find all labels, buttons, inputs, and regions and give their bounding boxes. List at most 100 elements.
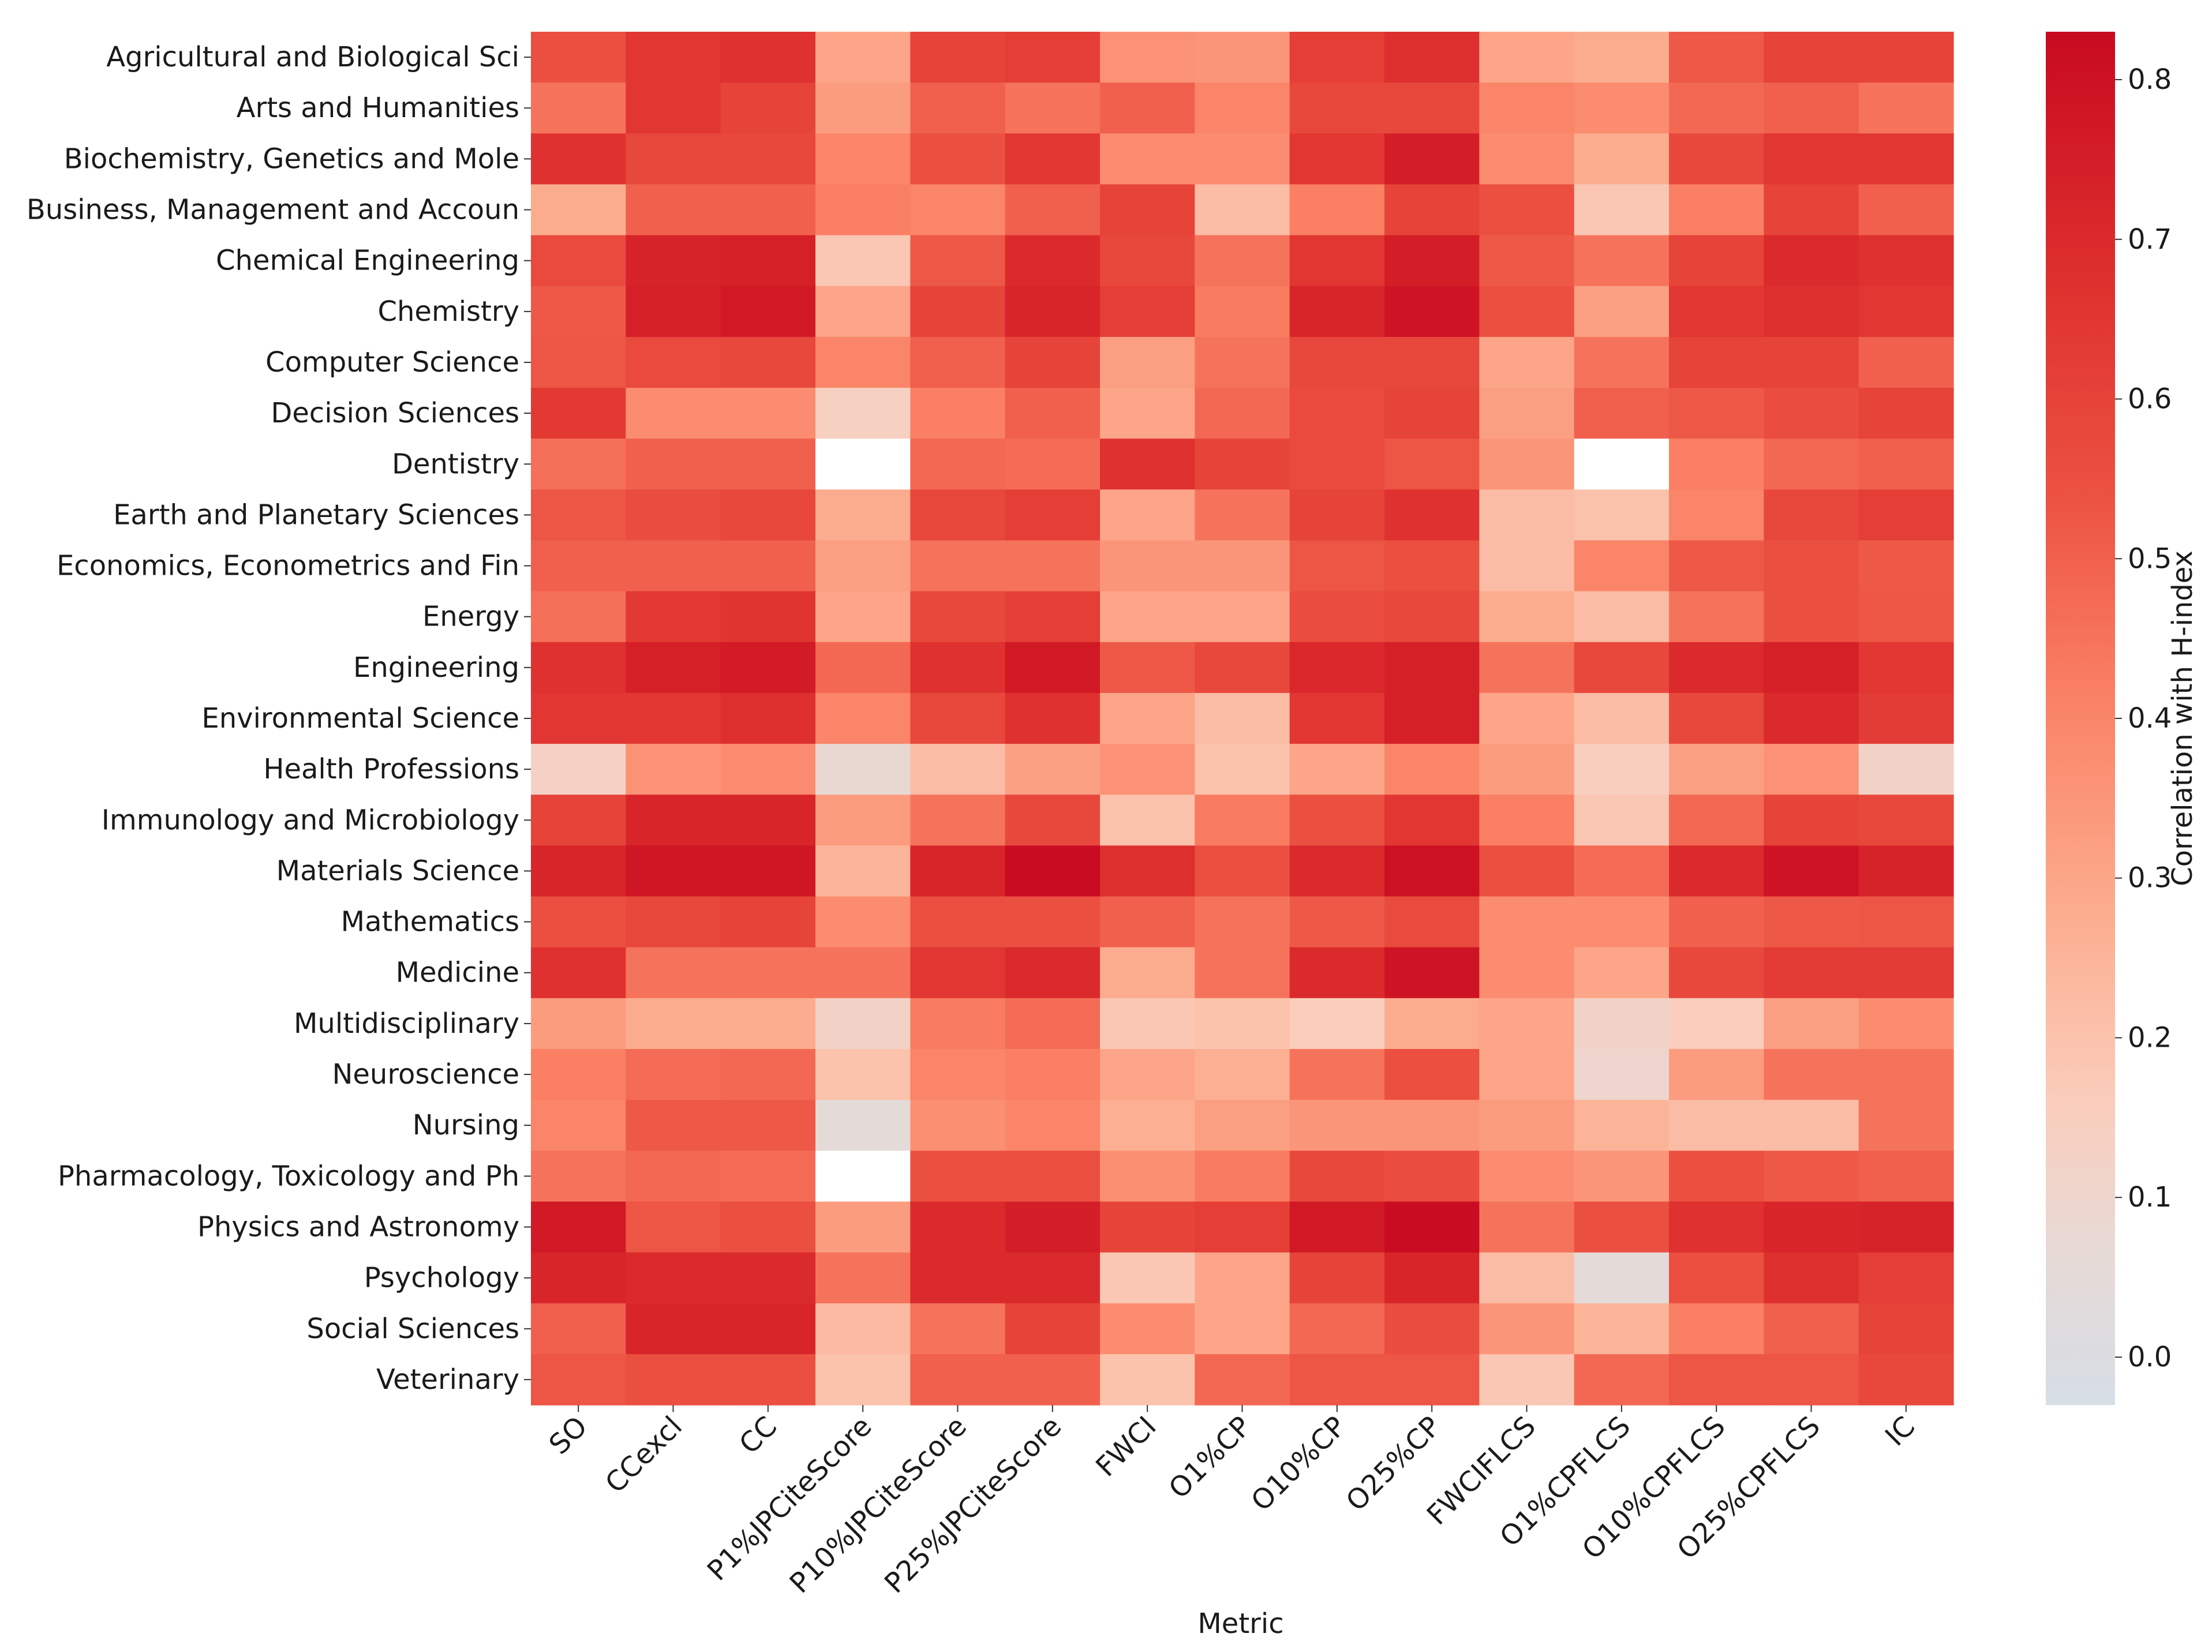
y-tick-label: Immunology and Microbiology — [102, 804, 519, 836]
heatmap-cell — [1100, 439, 1195, 490]
heatmap-cell — [531, 1252, 626, 1304]
heatmap-cell — [1574, 439, 1670, 490]
heatmap-cell — [1195, 947, 1290, 999]
y-tick-label: Nursing — [413, 1109, 519, 1141]
heatmap-cell — [1574, 947, 1670, 999]
heatmap-cell — [1005, 1252, 1101, 1304]
heatmap-cell — [1384, 1303, 1480, 1355]
heatmap-cell — [815, 1252, 911, 1304]
heatmap-cell — [1479, 1151, 1575, 1203]
heatmap-cell — [1384, 235, 1480, 287]
heatmap-cell — [1858, 83, 1954, 134]
heatmap-cell — [1669, 1252, 1764, 1304]
heatmap-cell — [720, 286, 816, 338]
heatmap-cell — [1289, 1354, 1385, 1406]
heatmap-cell — [1100, 235, 1195, 287]
heatmap-cell — [1858, 439, 1954, 490]
heatmap-cell — [1005, 540, 1101, 592]
heatmap-cell — [1858, 947, 1954, 999]
heatmap-cell — [626, 489, 721, 541]
heatmap-cell — [1195, 32, 1290, 83]
heatmap-cell — [1669, 83, 1764, 134]
heatmap-cell — [1289, 235, 1385, 287]
heatmap-cell — [1195, 336, 1290, 388]
heatmap-cell — [531, 133, 626, 185]
heatmap-cell — [720, 235, 816, 287]
heatmap-cell — [626, 439, 721, 490]
heatmap-cell — [1005, 336, 1101, 388]
heatmap-cell — [1858, 184, 1954, 236]
colorbar — [2046, 32, 2115, 1405]
heatmap-cell — [1195, 692, 1290, 744]
heatmap-cell — [1764, 845, 1859, 897]
y-tick-label: Environmental Science — [201, 702, 519, 735]
heatmap-cell — [910, 642, 1006, 694]
heatmap-cell — [626, 286, 721, 338]
heatmap-cell — [815, 286, 911, 338]
heatmap-cell — [1289, 1303, 1385, 1355]
heatmap-cell — [1100, 744, 1195, 795]
y-tick-label: Engineering — [353, 651, 519, 684]
heatmap-cell — [1100, 591, 1195, 643]
heatmap-cell — [1574, 591, 1670, 643]
heatmap-cell — [1005, 896, 1101, 948]
heatmap-cells — [531, 32, 1954, 1406]
heatmap-cell — [1764, 998, 1859, 1050]
y-tick-label: Economics, Econometrics and Fin — [57, 550, 519, 582]
heatmap-cell — [815, 83, 911, 134]
heatmap-cell — [1195, 744, 1290, 795]
heatmap-cell — [1005, 1100, 1101, 1151]
heatmap-cell — [1479, 1303, 1575, 1355]
heatmap-cell — [1384, 947, 1480, 999]
y-tick-label: Agricultural and Biological Sci — [106, 41, 519, 73]
heatmap-cell — [1669, 744, 1764, 795]
heatmap-cell — [815, 947, 911, 999]
heatmap-cell — [1384, 896, 1480, 948]
heatmap-cell — [1195, 286, 1290, 338]
heatmap-cell — [1479, 439, 1575, 490]
heatmap-cell — [1384, 1201, 1480, 1253]
heatmap-cell — [626, 642, 721, 694]
heatmap-cell — [1764, 83, 1859, 134]
y-tick-label: Health Professions — [263, 753, 519, 785]
colorbar-tick-label: 0.4 — [2128, 702, 2172, 735]
heatmap-cell — [1005, 744, 1101, 795]
heatmap-cell — [626, 1354, 721, 1406]
heatmap-cell — [1289, 336, 1385, 388]
heatmap-cell — [910, 184, 1006, 236]
y-tick-label: Business, Management and Accoun — [27, 194, 519, 226]
heatmap-cell — [1669, 439, 1764, 490]
heatmap-cell — [1195, 1252, 1290, 1304]
heatmap-cell — [815, 744, 911, 795]
heatmap-cell — [626, 32, 721, 83]
heatmap-cell — [1764, 336, 1859, 388]
heatmap-cell — [531, 795, 626, 846]
heatmap-cell — [531, 1048, 626, 1100]
heatmap-cell — [1764, 795, 1859, 846]
y-tick-label: Neuroscience — [332, 1058, 519, 1091]
heatmap-cell — [1100, 1201, 1195, 1253]
heatmap-cell — [720, 947, 816, 999]
x-axis-tick-labels: SO CCexcl CCP1%JPCiteScoreP10%JPCiteScoreP… — [543, 1405, 1921, 1599]
heatmap-cell — [720, 744, 816, 795]
heatmap-cell — [626, 896, 721, 948]
heatmap-cell — [1005, 947, 1101, 999]
heatmap-cell — [815, 998, 911, 1050]
heatmap-cell — [531, 336, 626, 388]
heatmap-cell — [1479, 489, 1575, 541]
heatmap-cell — [1289, 540, 1385, 592]
heatmap-cell — [1195, 439, 1290, 490]
heatmap-cell — [910, 32, 1006, 83]
heatmap-cell — [720, 591, 816, 643]
heatmap-cell — [1195, 795, 1290, 846]
heatmap-cell — [1858, 692, 1954, 744]
y-tick-label: Multidisciplinary — [294, 1007, 519, 1040]
heatmap-cell — [910, 845, 1006, 897]
heatmap-cell — [1100, 489, 1195, 541]
heatmap-cell — [1669, 1354, 1764, 1406]
heatmap-cell — [1100, 795, 1195, 846]
heatmap-cell — [1479, 32, 1575, 83]
heatmap-cell — [1195, 83, 1290, 134]
heatmap-cell — [1289, 286, 1385, 338]
heatmap-cell — [1479, 1354, 1575, 1406]
